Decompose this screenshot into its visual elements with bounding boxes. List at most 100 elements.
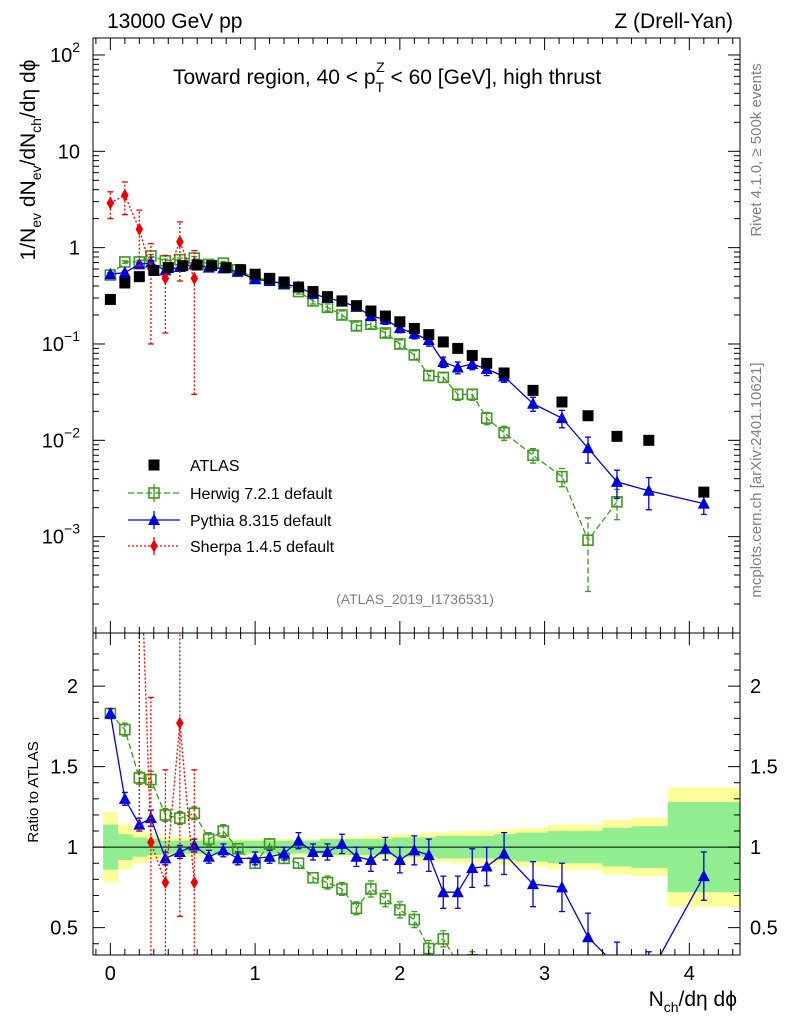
herwig-point	[379, 327, 392, 339]
ratio-tick-label-left: 1.5	[50, 757, 78, 779]
atlas-point	[235, 264, 247, 276]
ratio-tick-label-right: 0.5	[750, 918, 778, 940]
pythia-ratio-point	[231, 851, 244, 864]
herwig-ratio-point	[437, 933, 450, 945]
herwig-line	[109, 255, 618, 542]
sherpa-point	[135, 222, 144, 236]
herwig-point	[466, 388, 479, 401]
atlas-point	[698, 486, 710, 498]
atlas-point	[527, 384, 539, 396]
herwig-point	[498, 426, 510, 439]
sherpa-point	[121, 188, 129, 202]
ratio-tick-label-left: 1	[67, 837, 78, 859]
atlas-point	[293, 281, 305, 293]
xlabel-rest: /dη dϕ	[679, 988, 737, 1011]
atlas-point	[191, 259, 203, 271]
legend-pythia-label: Pythia 8.315 default	[190, 513, 332, 530]
ratio-panel-plot	[93, 503, 740, 1005]
herwig-ratio-point	[217, 825, 230, 837]
sherpa-point	[176, 235, 184, 249]
atlas-point	[148, 264, 160, 276]
herwig-point	[394, 338, 406, 350]
herwig-point	[556, 470, 568, 483]
y-tick-base: 10	[50, 45, 72, 67]
atlas-point	[379, 310, 391, 322]
herwig-point	[408, 349, 421, 361]
pythia-point	[437, 355, 450, 368]
header-left: 13000 GeV pp	[107, 10, 242, 33]
atlas-point	[481, 357, 493, 369]
atlas-point	[119, 277, 131, 289]
pythia-point	[118, 266, 131, 278]
herwig-ratio-point	[394, 904, 406, 916]
atlas-point	[423, 329, 435, 341]
legend-herwig-label: Herwig 7.2.1 default	[190, 486, 333, 503]
pythia-point	[582, 441, 595, 454]
pythia-ratio-point	[555, 880, 568, 893]
title-text-post: < 60 [GeV], high thrust	[385, 66, 602, 89]
atlas-point	[278, 276, 290, 288]
pythia-ratio-point	[379, 842, 392, 854]
pythia-ratio-point	[202, 850, 215, 862]
ylabel-part: /dη dϕ	[17, 60, 40, 118]
header-right: Z (Drell-Yan)	[614, 10, 733, 33]
y-tick-exponent: −2	[64, 424, 80, 440]
herwig-ratio-point	[557, 976, 567, 986]
pythia-ratio-point	[249, 851, 262, 864]
ratio-tick-label-right: 1.5	[750, 757, 778, 779]
atlas-point	[220, 262, 232, 274]
legend-sherpa-marker	[150, 539, 158, 553]
pythia-ratio-point	[451, 885, 464, 898]
atlas-point	[104, 293, 116, 305]
y-tick-label: 102	[50, 39, 80, 67]
herwig-point	[437, 371, 450, 384]
y-tick-base: 10	[42, 334, 64, 356]
y-tick-label: 10−1	[42, 328, 80, 356]
analysis-id: (ATLAS_2019_I1736531)	[336, 591, 494, 607]
ylabel-sub: ch	[28, 118, 44, 133]
pythia-point	[610, 475, 623, 487]
ratio-tick-label-left: 0.5	[50, 918, 78, 940]
atlas-point	[177, 260, 189, 272]
y-tick-base: 10	[42, 430, 64, 452]
x-tick-label: 0	[105, 963, 116, 985]
herwig-ratio-point	[466, 954, 479, 955]
pythia-ratio-point	[422, 848, 435, 861]
sherpa-ratio-point	[136, 503, 144, 516]
xlabel-sub: ch	[664, 999, 679, 1015]
pythia-ratio-point	[527, 877, 540, 890]
herwig-ratio-point	[307, 871, 319, 884]
title-sub-t: T	[376, 79, 385, 95]
pythia-ratio-point	[104, 707, 117, 719]
title-sup-z: Z	[376, 59, 385, 75]
herwig-ratio-point	[365, 883, 377, 895]
pythia-ratio-point	[217, 843, 230, 856]
ylabel-part: 1/N	[17, 228, 40, 261]
atlas-point	[556, 396, 568, 408]
herwig-ratio-point	[499, 964, 509, 974]
sherpa-ratio-point	[190, 876, 199, 890]
sherpa-point	[190, 271, 199, 285]
pythia-ratio-point	[643, 969, 655, 981]
x-tick-label: 1	[250, 963, 261, 985]
pythia-point	[144, 256, 157, 268]
y-tick-label: 10−3	[42, 521, 80, 549]
legend-sherpa-label: Sherpa 1.4.5 default	[190, 539, 335, 556]
pythia-ratio-point	[292, 834, 305, 846]
pythia-ratio-point	[393, 853, 406, 866]
atlas-point	[452, 342, 464, 354]
pythia-ratio-point	[582, 930, 595, 943]
x-tick-label: 4	[684, 963, 695, 985]
pythia-ratio-point	[611, 960, 623, 972]
y-tick-label: 10−2	[42, 424, 80, 452]
x-axis-label: Nch/dη dϕ	[649, 988, 737, 1015]
atlas-point	[365, 305, 377, 317]
xlabel-main: N	[649, 988, 664, 1011]
herwig-ratio-point	[583, 995, 593, 1005]
legend-atlas-label: ATLAS	[190, 458, 240, 475]
rivet-label: Rivet 4.1.0, ≥ 500k events	[748, 63, 765, 236]
legend-pythia-marker	[148, 513, 160, 525]
atlas-point	[466, 349, 478, 361]
pythia-ratio-point	[278, 847, 291, 859]
plot-title: Toward region, 40 < pTZ < 60 [GeV], high…	[173, 59, 601, 95]
